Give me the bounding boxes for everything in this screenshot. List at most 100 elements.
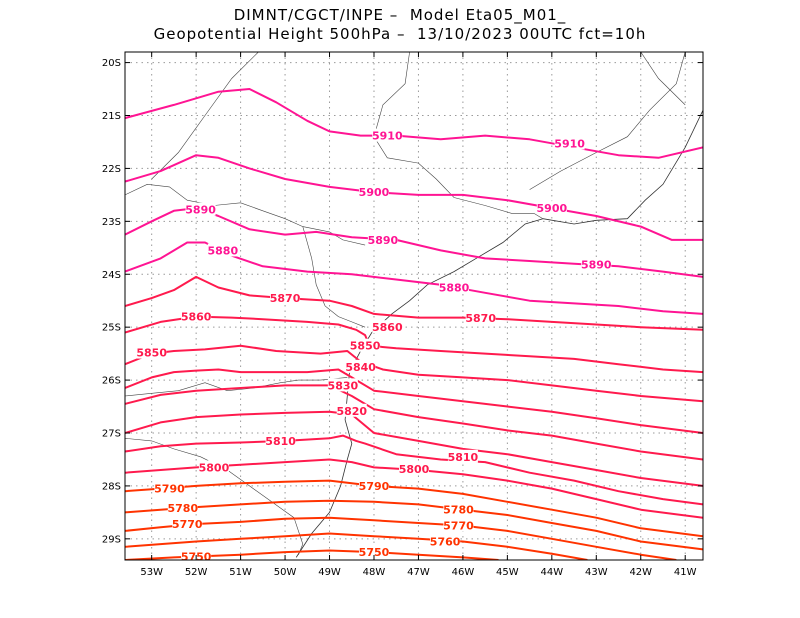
contour-label: 5890 — [581, 259, 612, 272]
contour-label: 5780 — [443, 504, 474, 517]
contour-label-background — [270, 291, 301, 305]
contour-5760 — [125, 532, 588, 560]
lon-tick-label: 42W — [629, 567, 652, 578]
map-gridlines — [125, 52, 703, 560]
lat-tick-label: 28S — [102, 481, 121, 492]
axis-ticks: 20S 21S 22S 23S 24S 25S 26S 27S 28S 29S 53W 52W 51W 5… — [102, 52, 703, 578]
contour-label-background — [554, 136, 585, 150]
contour-label: 5910 — [372, 130, 403, 143]
contour-label-background — [372, 320, 403, 334]
contour-label: 5750 — [359, 546, 390, 559]
contour-label-background — [358, 545, 389, 559]
state-border — [125, 377, 348, 397]
contour-label-background — [172, 517, 203, 531]
contour-label: 5800 — [199, 461, 230, 474]
contour-label: 5910 — [554, 138, 585, 151]
contour-label-background — [345, 359, 376, 373]
contour-label: 5850 — [136, 347, 167, 360]
contour-label: 5860 — [181, 311, 212, 324]
contour-label: 5820 — [336, 405, 367, 418]
contour-label-background — [350, 338, 381, 352]
contour-label-background — [167, 501, 198, 515]
lon-tick-label: 50W — [274, 567, 297, 578]
contour-label-background — [581, 257, 612, 271]
lat-tick-label: 21S — [102, 111, 121, 122]
contour-label: 5860 — [372, 321, 403, 334]
lat-tick-label: 27S — [102, 429, 121, 440]
contour-label: 5890 — [368, 234, 399, 247]
lat-tick-label: 20S — [102, 58, 121, 69]
lon-tick-label: 52W — [185, 567, 208, 578]
map-title-line-2: Geopotential Height 500hPa – 13/10/2023 … — [153, 25, 647, 43]
contour-labels: 5910 5910 5900 5900 5890 5890 5890 5880 5880 5870… — [136, 128, 612, 560]
contour-label: 5880 — [439, 281, 470, 294]
contour-5850 — [125, 344, 703, 403]
contour-label: 5800 — [399, 463, 430, 476]
state-border — [640, 52, 686, 106]
contour-label: 5850 — [350, 340, 381, 353]
contour-label-background — [439, 280, 470, 294]
contour-5810 — [125, 434, 703, 506]
contour-label: 5900 — [359, 186, 390, 199]
contour-label-background — [185, 202, 216, 216]
lat-tick-label: 25S — [102, 323, 121, 334]
contour-label-background — [198, 460, 229, 474]
contour-lines — [125, 88, 703, 560]
lon-tick-label: 41W — [674, 567, 697, 578]
contour-label-background — [443, 502, 474, 516]
contour-5900 — [125, 154, 703, 241]
lon-tick-label: 49W — [318, 567, 341, 578]
contour-label: 5830 — [328, 379, 359, 392]
plot-frame — [124, 51, 704, 561]
contour-5880 — [125, 241, 703, 315]
contour-label-background — [358, 185, 389, 199]
lat-tick-label: 29S — [102, 534, 121, 545]
contour-label-background — [358, 478, 389, 492]
lat-tick-label: 24S — [102, 270, 121, 281]
contour-label-background — [265, 433, 296, 447]
contour-label: 5810 — [448, 451, 479, 464]
lon-tick-label: 53W — [140, 567, 163, 578]
contour-label: 5870 — [270, 292, 301, 305]
state-border — [529, 52, 686, 190]
lon-tick-label: 45W — [496, 567, 519, 578]
contour-5780 — [125, 499, 703, 551]
contour-5830 — [125, 384, 703, 461]
contour-5770 — [125, 516, 677, 560]
contour-label-background — [536, 201, 567, 215]
contour-label-background — [465, 311, 496, 325]
contour-5820 — [125, 410, 703, 487]
state-border — [125, 183, 366, 246]
contour-label: 5760 — [430, 535, 461, 548]
contour-label: 5770 — [443, 520, 474, 533]
state-border — [125, 438, 304, 555]
contour-label: 5900 — [537, 202, 568, 215]
lon-tick-label: 46W — [452, 567, 475, 578]
contour-label-background — [367, 232, 398, 246]
coastline — [542, 110, 703, 225]
contour-5840 — [125, 368, 703, 434]
contour-label: 5870 — [465, 312, 496, 325]
lon-tick-label: 43W — [585, 567, 608, 578]
contour-label-background — [207, 243, 238, 257]
contour-label: 5880 — [208, 244, 239, 257]
state-border — [302, 226, 366, 328]
contour-label: 5790 — [154, 483, 185, 496]
contour-label-background — [372, 128, 403, 142]
contour-label-background — [181, 309, 212, 323]
contour-label-background — [399, 461, 429, 475]
contour-label: 5840 — [345, 361, 376, 374]
contour-label: 5810 — [265, 435, 296, 448]
lat-tick-label: 22S — [102, 164, 121, 175]
contour-label: 5890 — [185, 204, 216, 217]
contour-label-background — [430, 534, 461, 548]
lon-tick-label: 47W — [407, 567, 430, 578]
lat-tick-label: 26S — [102, 376, 121, 387]
state-border — [373, 52, 544, 219]
contour-label-background — [154, 481, 185, 495]
contour-5790 — [125, 479, 703, 538]
contour-label: 5790 — [359, 480, 390, 493]
state-border — [151, 52, 259, 180]
lon-tick-label: 44W — [541, 567, 564, 578]
